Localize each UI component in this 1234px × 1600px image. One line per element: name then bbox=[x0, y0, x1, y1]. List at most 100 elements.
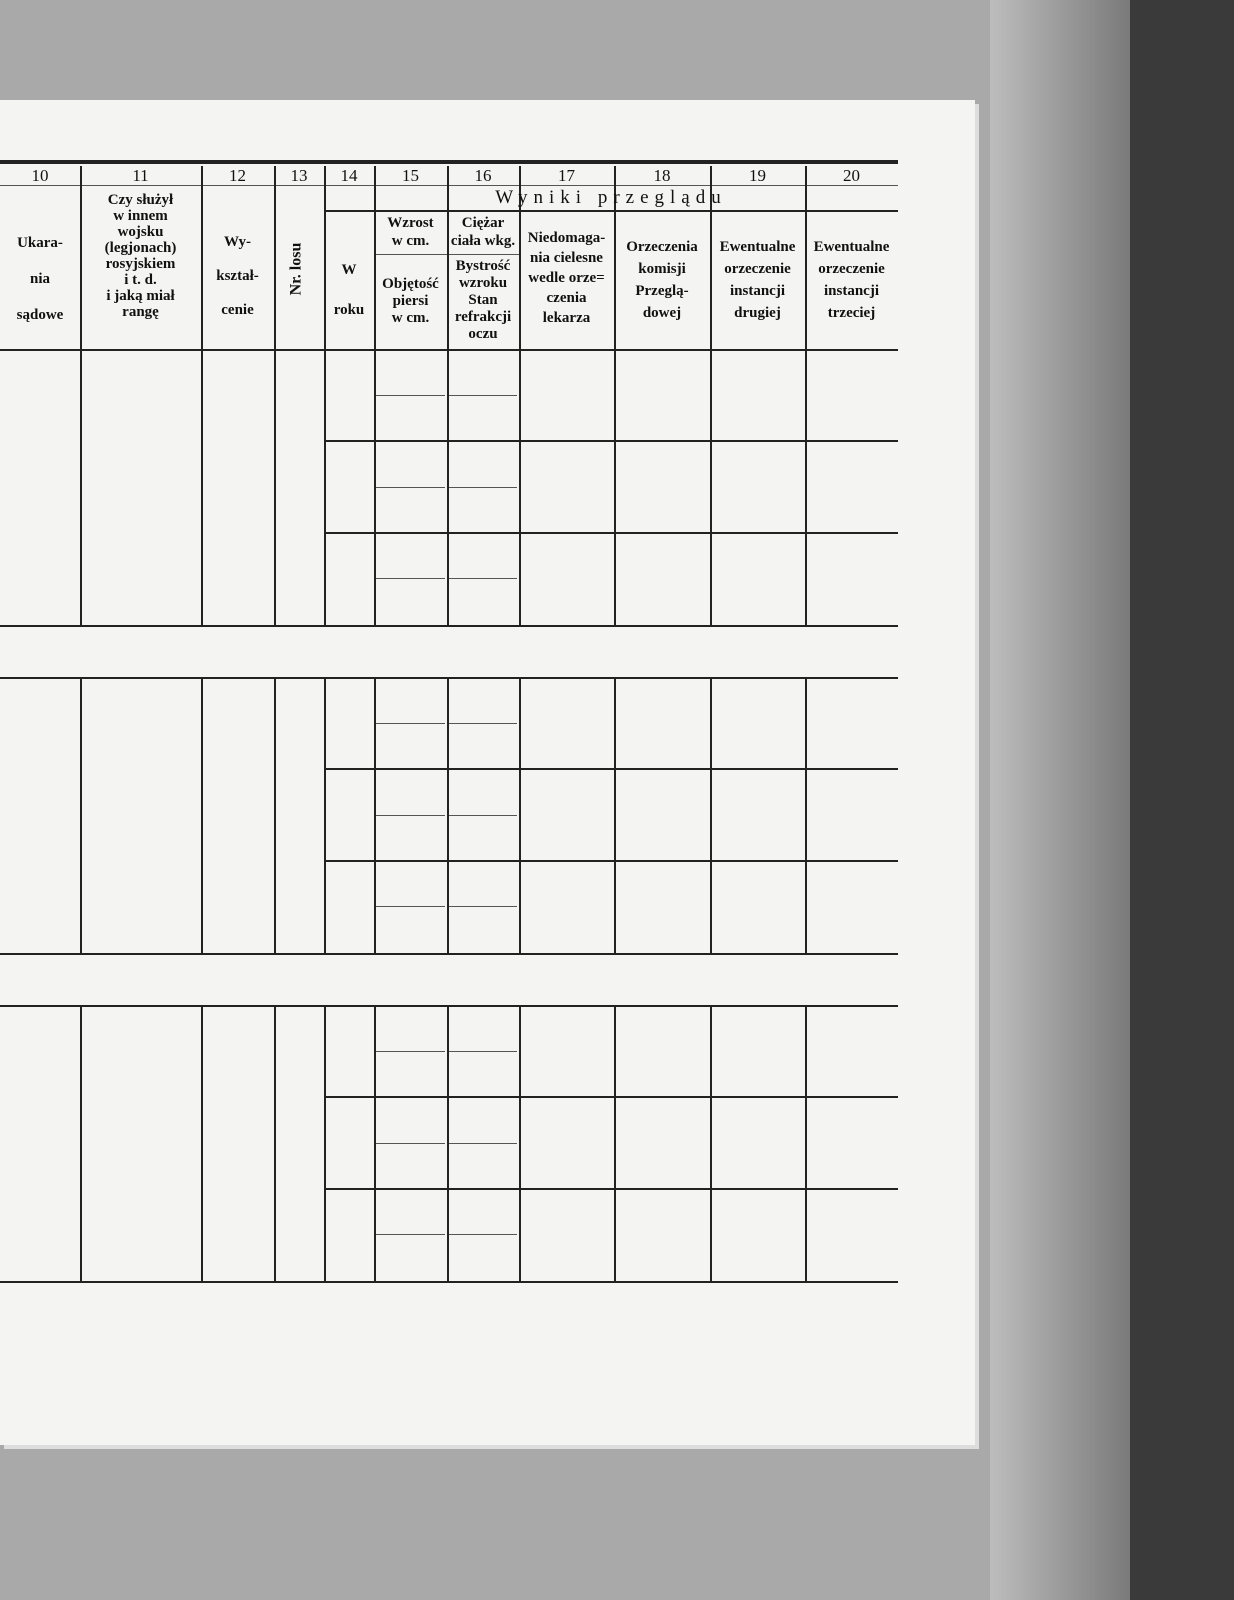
column-divider bbox=[324, 678, 326, 953]
rule-line bbox=[376, 723, 445, 724]
header-line: ciała wkg. bbox=[449, 232, 517, 250]
scan-edge bbox=[1130, 0, 1234, 1600]
rule-line bbox=[447, 254, 519, 255]
column-divider bbox=[201, 166, 203, 349]
header-line-text: piersi bbox=[392, 293, 429, 309]
column-divider bbox=[519, 166, 521, 349]
column-divider bbox=[201, 678, 203, 953]
column-divider bbox=[374, 678, 376, 953]
header-line-text: orzeczenie bbox=[724, 261, 791, 277]
rule-line bbox=[449, 723, 517, 724]
header-line: W bbox=[326, 250, 372, 290]
column-divider bbox=[710, 350, 712, 625]
column-divider bbox=[447, 1006, 449, 1281]
column-header-15: Objętość piersi w cm. bbox=[376, 276, 445, 327]
rule-line bbox=[376, 1143, 445, 1144]
rule-line bbox=[449, 906, 517, 907]
header-line-text: Ewentualne bbox=[719, 239, 796, 255]
header-line-text: sądowe bbox=[16, 307, 64, 323]
rule-line bbox=[0, 625, 898, 627]
column-header-12: Wy-kształ-cenie bbox=[203, 225, 272, 327]
header-line: orzeczenie bbox=[712, 258, 803, 280]
column-header-18: Orzeczenia komisji Przeglą-dowej bbox=[616, 236, 708, 324]
header-line: Bystrość bbox=[449, 258, 517, 275]
rule-line bbox=[376, 487, 445, 488]
header-line-text: roku bbox=[333, 302, 365, 318]
header-line: wedle orze= bbox=[521, 268, 612, 288]
rule-line bbox=[0, 1281, 898, 1283]
header-line: rangę bbox=[82, 304, 199, 320]
rule-line bbox=[449, 1143, 517, 1144]
header-line: rosyjskiem bbox=[82, 256, 199, 272]
header-line-text: lekarza bbox=[542, 310, 591, 326]
column-divider bbox=[201, 1006, 203, 1281]
header-line: nia bbox=[2, 261, 78, 297]
header-line: wzroku bbox=[449, 275, 517, 292]
rule-line bbox=[376, 395, 445, 396]
column-divider bbox=[324, 350, 326, 625]
column-header-13: Nr. losu bbox=[280, 230, 320, 310]
header-line: oczu bbox=[449, 326, 517, 343]
rule-line bbox=[376, 1234, 445, 1235]
header-line-text: wedle orze= bbox=[528, 270, 605, 286]
column-number-13: 13 bbox=[290, 166, 308, 185]
header-line-text: Ciężar bbox=[461, 215, 505, 231]
header-line: Stan bbox=[449, 292, 517, 309]
header-line-text: orzeczenie bbox=[818, 261, 885, 277]
rule-line bbox=[449, 1051, 517, 1052]
header-line-text: Wzrost bbox=[387, 215, 434, 231]
column-number-20: 20 bbox=[843, 166, 860, 185]
column-divider bbox=[201, 350, 203, 625]
header-line: sądowe bbox=[2, 297, 78, 333]
header-line-text: nia cielesne bbox=[530, 250, 603, 266]
header-line: piersi bbox=[376, 293, 445, 310]
rule-line bbox=[449, 815, 517, 816]
header-line-text: kształ- bbox=[216, 268, 259, 284]
header-line-text: w cm. bbox=[391, 310, 430, 326]
header-line: lekarza bbox=[521, 308, 612, 328]
header-line: roku bbox=[326, 290, 372, 330]
header-line-text: komisji bbox=[638, 261, 686, 277]
header-line-text: cenie bbox=[221, 302, 254, 318]
scan-background bbox=[990, 0, 1130, 1600]
header-line-text: Czy służył bbox=[107, 192, 174, 208]
header-line: Przeglą- bbox=[616, 280, 708, 302]
rule-line bbox=[0, 349, 898, 351]
rule-line bbox=[0, 185, 898, 186]
header-line: Objętość bbox=[376, 276, 445, 293]
header-line: instancji bbox=[712, 280, 803, 302]
header-line-text: w cm. bbox=[391, 233, 430, 249]
column-divider bbox=[805, 166, 807, 349]
header-line-text: rangę bbox=[122, 304, 159, 320]
top-rule bbox=[0, 160, 898, 164]
column-divider bbox=[274, 166, 276, 349]
header-line-text: i t. d. bbox=[124, 272, 157, 288]
header-line-text: Ukara- bbox=[17, 235, 63, 251]
header-line: Czy służył bbox=[82, 192, 199, 208]
header-line: w cm. bbox=[376, 232, 445, 250]
header-line: orzeczenie bbox=[807, 258, 896, 280]
column-divider bbox=[805, 350, 807, 625]
column-divider bbox=[274, 678, 276, 953]
header-line-text: Bystrość bbox=[455, 258, 511, 274]
column-divider bbox=[80, 678, 82, 953]
header-line-text: nia bbox=[29, 271, 50, 287]
header-line: instancji bbox=[807, 280, 896, 302]
header-line: refrakcji bbox=[449, 309, 517, 326]
rule-line bbox=[324, 860, 898, 862]
header-line: czenia bbox=[521, 288, 612, 308]
header-line: Nr. losu bbox=[287, 242, 305, 296]
column-divider bbox=[805, 1006, 807, 1281]
header-line-text: wzroku bbox=[458, 275, 508, 291]
column-divider bbox=[614, 1006, 616, 1281]
header-line-text: (legjonach) bbox=[104, 240, 177, 256]
header-line: Wzrost bbox=[376, 214, 445, 232]
column-divider bbox=[274, 1006, 276, 1281]
rule-line bbox=[449, 1234, 517, 1235]
column-divider bbox=[324, 1006, 326, 1281]
header-line-text: Orzeczenia bbox=[626, 239, 698, 255]
column-header-20: Ewentualne orzeczenie instancji trzeciej bbox=[807, 236, 896, 324]
column-divider bbox=[374, 166, 376, 349]
header-line-text: trzeciej bbox=[827, 305, 876, 321]
